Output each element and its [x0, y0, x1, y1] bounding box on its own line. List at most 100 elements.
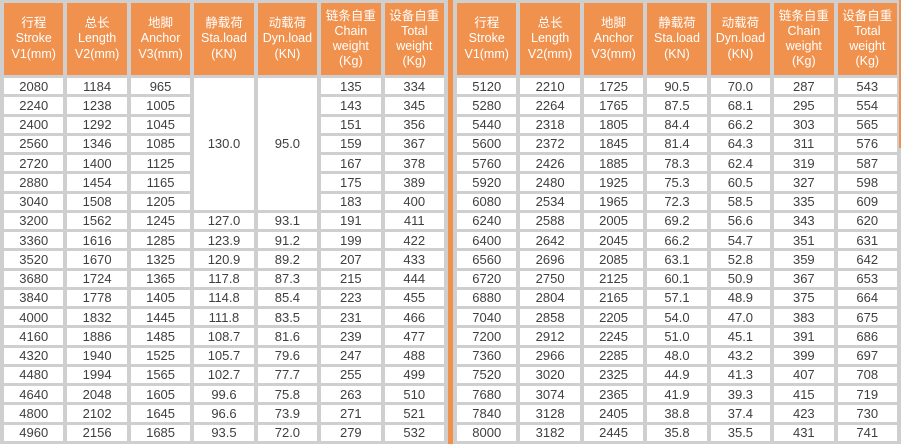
cell-dyn-load: 58.5 — [710, 193, 771, 210]
cell-sta-load: 84.4 — [647, 116, 707, 133]
table-row: 2240 1238 1005 143 345 — [4, 97, 444, 114]
cell-dyn-load: 35.5 — [710, 424, 771, 441]
cell-anchor: 1245 — [130, 212, 191, 229]
cell-stroke: 3840 — [4, 289, 64, 306]
cell-stroke: 2880 — [4, 174, 64, 191]
cell-stroke: 4000 — [4, 309, 64, 326]
cell-dyn-load: 64.3 — [710, 135, 771, 152]
table-row: 3040 1508 1205 183 400 — [4, 193, 444, 210]
cell-dyn-load: 62.4 — [710, 155, 771, 172]
table-row: 3840 1778 1405 114.8 85.4 223 455 — [4, 289, 444, 306]
table-row: 5120 2210 1725 90.5 70.0 287 543 — [457, 78, 897, 95]
cell-length: 1184 — [67, 78, 127, 95]
cell-chain-weight: 207 — [321, 251, 381, 268]
table-row: 6400 2642 2045 66.2 54.7 351 631 — [457, 232, 897, 249]
cell-sta-load: 93.5 — [194, 424, 254, 441]
cell-length: 2750 — [520, 270, 580, 287]
cell-sta-load: 75.3 — [647, 174, 707, 191]
cell-anchor: 1125 — [130, 155, 191, 172]
cell-dyn-load: 37.4 — [710, 405, 771, 422]
cell-total-weight: 532 — [384, 424, 444, 441]
cell-stroke: 6560 — [457, 251, 517, 268]
cell-total-weight: 631 — [837, 232, 897, 249]
cell-length: 2048 — [67, 386, 127, 403]
cell-chain-weight: 143 — [321, 97, 381, 114]
cell-chain-weight: 239 — [321, 328, 381, 345]
cell-sta-load: 35.8 — [647, 424, 707, 441]
column-header-total-weight: 设备自重 Total weight (Kg) — [384, 3, 444, 75]
table-row: 5760 2426 1885 78.3 62.4 319 587 — [457, 155, 897, 172]
cell-total-weight: 664 — [837, 289, 897, 306]
cell-length: 1994 — [67, 366, 127, 383]
cell-stroke: 7520 — [457, 366, 517, 383]
cell-sta-load: 72.3 — [647, 193, 707, 210]
cell-dyn-load: 83.5 — [257, 309, 318, 326]
cell-total-weight: 675 — [837, 309, 897, 326]
cell-sta-load: 102.7 — [194, 366, 254, 383]
column-header-total-weight: 设备自重 Total weight (Kg) — [837, 3, 897, 75]
column-header-anchor: 地脚 Anchor V3(mm) — [583, 3, 644, 75]
cell-sta-load: 127.0 — [194, 212, 254, 229]
table-row: 6880 2804 2165 57.1 48.9 375 664 — [457, 289, 897, 306]
cell-dyn-load: 70.0 — [710, 78, 771, 95]
cell-length: 1670 — [67, 251, 127, 268]
cell-anchor: 1525 — [130, 347, 191, 364]
cell-stroke: 5920 — [457, 174, 517, 191]
column-header-sta-load: 静载荷 Sta.load (KN) — [194, 3, 254, 75]
cell-anchor: 1005 — [130, 97, 191, 114]
cell-dyn-load: 85.4 — [257, 289, 318, 306]
cell-total-weight: 708 — [837, 366, 897, 383]
cell-stroke: 5440 — [457, 116, 517, 133]
cell-total-weight: 686 — [837, 328, 897, 345]
cell-sta-load: 69.2 — [647, 212, 707, 229]
cell-stroke: 4480 — [4, 366, 64, 383]
table-row: 3360 1616 1285 123.9 91.2 199 422 — [4, 232, 444, 249]
cell-dyn-load: 66.2 — [710, 116, 771, 133]
cell-length: 2210 — [520, 78, 580, 95]
cell-stroke: 4320 — [4, 347, 64, 364]
cell-chain-weight: 343 — [774, 212, 834, 229]
cell-total-weight: 730 — [837, 405, 897, 422]
cell-anchor: 2405 — [583, 405, 644, 422]
column-header-stroke: 行程 Stroke V1(mm) — [457, 3, 517, 75]
cell-dyn-load: 87.3 — [257, 270, 318, 287]
table-row: 7680 3074 2365 41.9 39.3 415 719 — [457, 386, 897, 403]
cell-anchor: 2165 — [583, 289, 644, 306]
cell-sta-load: 96.6 — [194, 405, 254, 422]
cell-chain-weight: 159 — [321, 135, 381, 152]
table-row: 4800 2102 1645 96.6 73.9 271 521 — [4, 405, 444, 422]
cell-chain-weight: 151 — [321, 116, 381, 133]
table-row: 5920 2480 1925 75.3 60.5 327 598 — [457, 174, 897, 191]
cell-sta-load: 51.0 — [647, 328, 707, 345]
cell-length: 1508 — [67, 193, 127, 210]
cell-chain-weight: 407 — [774, 366, 834, 383]
cell-sta-load: 78.3 — [647, 155, 707, 172]
cell-total-weight: 587 — [837, 155, 897, 172]
cell-anchor: 2205 — [583, 309, 644, 326]
column-header-chain-weight: 链条自重 Chain weight (Kg) — [321, 3, 381, 75]
cell-stroke: 5600 — [457, 135, 517, 152]
cell-sta-load: 111.8 — [194, 309, 254, 326]
cell-dyn-load: 72.0 — [257, 424, 318, 441]
cell-length: 1886 — [67, 328, 127, 345]
cell-length: 3074 — [520, 386, 580, 403]
cell-chain-weight: 287 — [774, 78, 834, 95]
table-row: 5280 2264 1765 87.5 68.1 295 554 — [457, 97, 897, 114]
cell-sta-load: 108.7 — [194, 328, 254, 345]
cell-chain-weight: 391 — [774, 328, 834, 345]
cell-total-weight: 378 — [384, 155, 444, 172]
cell-total-weight: 620 — [837, 212, 897, 229]
cell-length: 2156 — [67, 424, 127, 441]
cell-total-weight: 411 — [384, 212, 444, 229]
cell-stroke: 7840 — [457, 405, 517, 422]
cell-chain-weight: 215 — [321, 270, 381, 287]
cell-chain-weight: 263 — [321, 386, 381, 403]
cell-dyn-load: 89.2 — [257, 251, 318, 268]
cell-chain-weight: 423 — [774, 405, 834, 422]
cell-anchor: 1805 — [583, 116, 644, 133]
cell-length: 2318 — [520, 116, 580, 133]
cell-dyn-load: 73.9 — [257, 405, 318, 422]
cell-chain-weight: 191 — [321, 212, 381, 229]
cell-length: 2534 — [520, 193, 580, 210]
table-row: 4480 1994 1565 102.7 77.7 255 499 — [4, 366, 444, 383]
